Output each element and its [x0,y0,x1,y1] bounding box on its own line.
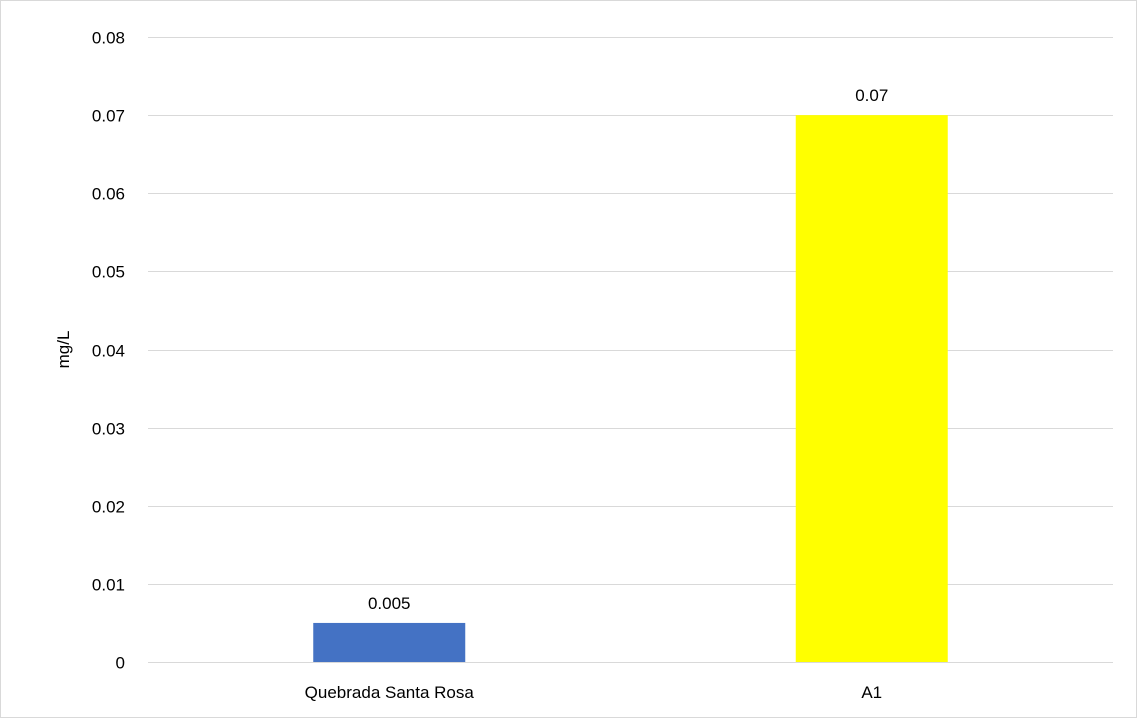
y-tick-label: 0.08 [92,29,125,48]
y-axis-title: mg/L [54,331,73,369]
data-label: 0.005 [368,594,411,613]
y-tick-label: 0 [116,654,125,673]
x-axis-categories: Quebrada Santa Rosa A1 [305,683,882,702]
gridlines [148,37,1113,663]
x-category-label: A1 [861,683,882,702]
bar [313,622,466,662]
y-tick-label: 0.06 [92,185,125,204]
data-labels: 0.005 0.07 [368,86,888,613]
bar [795,115,948,662]
y-axis-ticks: 0 0.01 0.02 0.03 0.04 0.05 0.06 0.07 0.08 [92,29,125,673]
x-category-label: Quebrada Santa Rosa [305,683,475,702]
y-tick-label: 0.02 [92,498,125,517]
data-label: 0.07 [855,86,888,105]
y-tick-label: 0.07 [92,107,125,126]
y-tick-label: 0.03 [92,420,125,439]
y-tick-label: 0.05 [92,263,125,282]
y-tick-label: 0.04 [92,342,125,361]
y-tick-label: 0.01 [92,576,125,595]
bars [313,115,948,662]
